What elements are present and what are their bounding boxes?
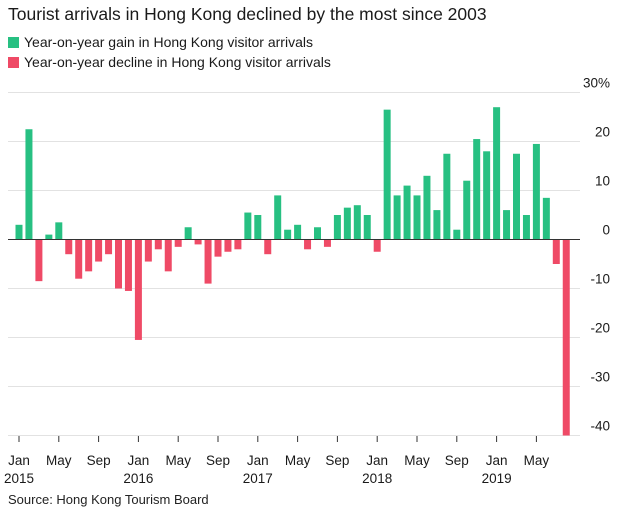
x-tick-year-label: 2017 bbox=[243, 471, 273, 486]
x-tick-label: May bbox=[524, 453, 550, 468]
bar-decline bbox=[552, 239, 560, 264]
bar-gain bbox=[493, 107, 501, 240]
bar-gain bbox=[513, 153, 520, 240]
bar-decline bbox=[174, 239, 182, 247]
bar-decline bbox=[373, 239, 381, 252]
bar-gain bbox=[503, 210, 511, 240]
bar-gain bbox=[443, 153, 451, 240]
bar-gain bbox=[343, 207, 351, 240]
bar-gain bbox=[15, 224, 23, 240]
bar-decline bbox=[194, 239, 202, 245]
bar-gain bbox=[254, 215, 262, 240]
bar-gain bbox=[433, 210, 441, 240]
y-tick-label: 0 bbox=[602, 223, 610, 238]
y-tick-label: 10 bbox=[595, 174, 610, 189]
bar-decline bbox=[214, 239, 222, 257]
bar-gain bbox=[453, 229, 461, 240]
y-tick-label: -10 bbox=[590, 272, 610, 287]
bar-decline bbox=[65, 239, 73, 255]
y-tick-label: 30% bbox=[583, 76, 610, 91]
bar-decline bbox=[35, 239, 43, 282]
legend-item-decline: Year-on-year decline in Hong Kong visito… bbox=[8, 52, 331, 72]
x-tick-label: Sep bbox=[325, 453, 349, 468]
bar-decline bbox=[204, 239, 212, 284]
bar-gain bbox=[244, 212, 252, 240]
bar-gain bbox=[393, 195, 401, 240]
bar-decline bbox=[134, 239, 142, 340]
x-tick-label: May bbox=[285, 453, 311, 468]
legend-decline-label: Year-on-year decline in Hong Kong visito… bbox=[24, 54, 331, 70]
bar-decline bbox=[234, 239, 242, 250]
y-tick-label: -40 bbox=[590, 419, 610, 434]
x-tick-label: Sep bbox=[206, 453, 230, 468]
bar-gain bbox=[284, 229, 292, 240]
x-tick-label: Sep bbox=[87, 453, 111, 468]
bar-gain bbox=[353, 205, 361, 240]
bar-gain bbox=[483, 151, 491, 240]
bar-decline bbox=[95, 239, 103, 262]
x-tick-label: May bbox=[404, 453, 430, 468]
legend-item-gain: Year-on-year gain in Hong Kong visitor a… bbox=[8, 32, 331, 52]
x-tick-label: May bbox=[46, 453, 72, 468]
bar-decline bbox=[224, 239, 232, 252]
bar-gain bbox=[294, 224, 302, 240]
bar-decline bbox=[144, 239, 152, 262]
x-tick-year-label: 2019 bbox=[482, 471, 512, 486]
bar-decline bbox=[164, 239, 172, 272]
bar-decline bbox=[154, 239, 162, 250]
bar-gain bbox=[184, 227, 192, 240]
x-tick-label: Jan bbox=[366, 453, 388, 468]
chart-title: Tourist arrivals in Hong Kong declined b… bbox=[8, 4, 487, 24]
x-tick-year-label: 2018 bbox=[362, 471, 392, 486]
bar-decline bbox=[75, 239, 83, 279]
source-note: Source: Hong Kong Tourism Board bbox=[8, 492, 209, 507]
bar-decline bbox=[304, 239, 312, 250]
bar-decline bbox=[264, 239, 272, 255]
bar-gain bbox=[383, 109, 391, 240]
x-tick-label: Jan bbox=[247, 453, 269, 468]
bar-decline bbox=[105, 239, 113, 255]
x-tick-year-label: 2015 bbox=[4, 471, 34, 486]
bar-gain bbox=[363, 215, 371, 240]
x-tick-label: Sep bbox=[445, 453, 469, 468]
bar-gain bbox=[45, 234, 53, 240]
x-tick-label: Jan bbox=[8, 453, 30, 468]
gain-swatch-icon bbox=[8, 36, 19, 48]
x-tick-label: May bbox=[165, 453, 191, 468]
bar-gain bbox=[532, 143, 540, 240]
x-tick-label: Jan bbox=[128, 453, 150, 468]
legend: Year-on-year gain in Hong Kong visitor a… bbox=[8, 32, 331, 72]
bar-gain bbox=[463, 180, 471, 240]
x-tick-label: Jan bbox=[486, 453, 508, 468]
bar-decline bbox=[115, 239, 122, 289]
y-tick-label: -20 bbox=[590, 321, 610, 336]
bar-gain bbox=[413, 195, 421, 240]
bar-gain bbox=[542, 197, 550, 240]
x-tick-year-label: 2016 bbox=[123, 471, 153, 486]
bar-gain bbox=[333, 215, 341, 240]
bar-decline bbox=[85, 239, 93, 272]
bar-gain bbox=[473, 139, 481, 240]
bar-gain bbox=[403, 185, 411, 240]
y-tick-label: 20 bbox=[595, 125, 610, 140]
bar-decline bbox=[323, 239, 331, 247]
bar-gain bbox=[25, 129, 33, 240]
bar-gain bbox=[522, 215, 530, 240]
bar-gain bbox=[314, 227, 321, 240]
y-tick-label: -30 bbox=[590, 370, 610, 385]
bar-gain bbox=[423, 175, 431, 240]
bar-decline bbox=[124, 239, 132, 291]
bar-gain bbox=[274, 195, 282, 240]
decline-swatch-icon bbox=[8, 56, 19, 68]
bar-gain bbox=[55, 222, 63, 240]
bar-decline bbox=[562, 239, 570, 436]
legend-gain-label: Year-on-year gain in Hong Kong visitor a… bbox=[24, 34, 313, 50]
